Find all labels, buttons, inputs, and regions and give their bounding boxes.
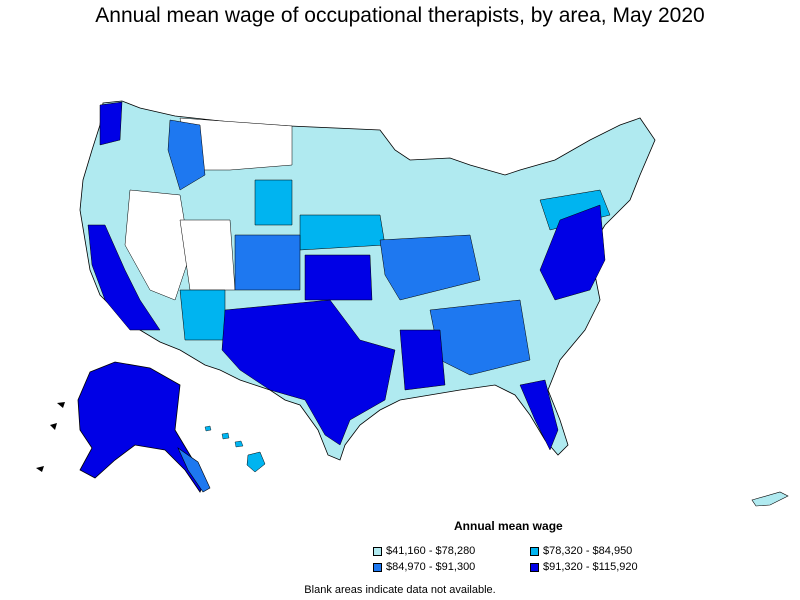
legend-item-tier4: $91,320 - $115,920 [530,561,638,573]
blank-region-nevada [124,189,191,301]
tier3-region-idaho [167,119,206,191]
tier4-region-east-coast [539,204,606,301]
legend-swatch-tier1 [373,546,382,556]
legend-item-tier3: $84,970 - $91,300 [373,561,475,573]
hawaii-island-2 [221,432,230,440]
alaska-southeast-panhandle [177,447,211,493]
tier4-region-florida [519,379,559,451]
tier3-region-midwest [379,234,481,301]
hawaii-island-3 [234,440,244,448]
legend-item-tier2: $78,320 - $84,950 [530,545,632,557]
legend-label-tier1: $41,160 - $78,280 [386,545,476,557]
hawaii-island-1 [204,425,212,432]
alaska-island-2 [50,423,57,430]
alaska-island-1 [57,402,65,408]
tier4-region-washington [99,101,123,146]
puerto-rico-shape [751,491,789,507]
hawaii-island-big [246,451,266,473]
tier4-region-louisiana [399,329,446,391]
legend-item-tier1: $41,160 - $78,280 [373,545,475,557]
tier2-region-northeast [539,189,611,231]
tier2-region-plains [299,214,386,251]
legend-swatch-tier2 [530,546,539,556]
legend-title: Annual mean wage [454,519,563,533]
tier4-region-texas-nm [221,299,396,446]
tier4-region-kansas [304,254,373,301]
tier4-region-california [87,224,161,331]
tier2-region-arizona [179,289,226,341]
legend-label-tier3: $84,970 - $91,300 [386,561,476,573]
map-title: Annual mean wage of occupational therapi… [95,4,705,27]
legend-label-tier2: $78,320 - $84,950 [543,545,633,557]
alaska-shape [77,361,206,493]
legend-label-tier4: $91,320 - $115,920 [543,561,638,573]
alaska-island-3 [36,466,44,472]
legend-swatch-tier3 [373,562,382,572]
legend-swatch-tier4 [530,562,539,572]
tier2-region-wyoming [254,179,293,226]
tier3-region-colorado [234,234,301,291]
blank-areas-note: Blank areas indicate data not available. [304,584,496,596]
blank-region-utah [179,219,236,291]
